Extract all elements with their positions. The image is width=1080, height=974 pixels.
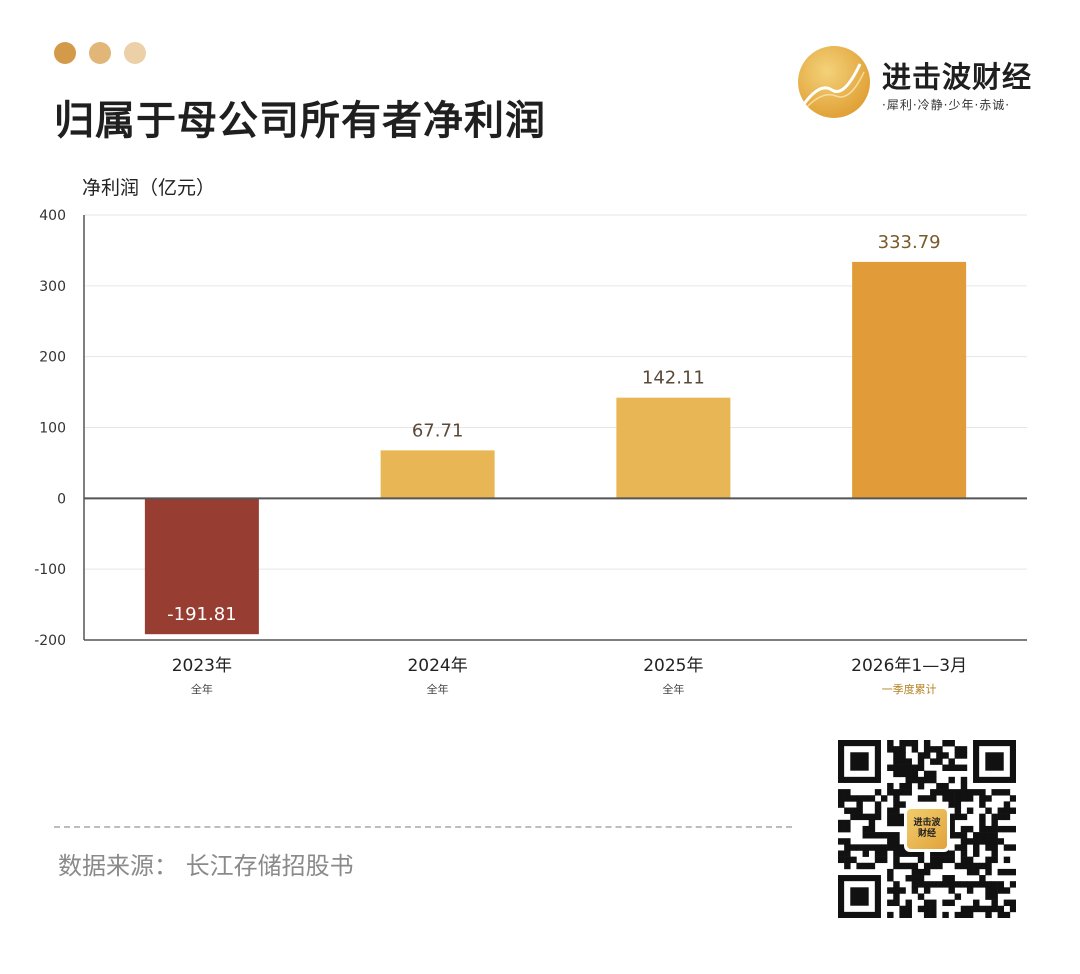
y-tick-label: 200 [39, 350, 66, 366]
x-tick-label: 2025年 [643, 656, 703, 676]
x-tick-label: 2024年 [407, 656, 467, 676]
brand-slogan: ·犀利·冷静·少年·赤诚· [882, 98, 1011, 112]
dot-3 [124, 42, 146, 64]
y-tick-label: 0 [57, 491, 66, 507]
data-source: 数据来源： 长江存储招股书 [58, 852, 354, 880]
data-label: 67.71 [412, 420, 464, 441]
page-title: 归属于母公司所有者净利润 [54, 98, 546, 144]
golden-wave-circle-icon [798, 46, 870, 118]
qr-center-label: 进击波 财经 [907, 809, 947, 849]
x-tick-sublabel: 全年 [191, 682, 213, 696]
bar [380, 450, 495, 499]
qr-center-logo: 进击波 财经 [904, 806, 950, 852]
data-label: -191.81 [167, 604, 236, 625]
x-tick-label: 2026年1—3月 [851, 656, 967, 676]
x-tick-sublabel: 一季度累计 [882, 682, 937, 696]
y-tick-label: -100 [34, 562, 66, 578]
bar [144, 498, 259, 635]
y-tick-label: 100 [39, 421, 66, 437]
bar-chart: 净利润（亿元） -200 -100 0 100 200 300 400 -191.81 2023年… [34, 177, 1027, 696]
brand-name: 进击波财经 [882, 60, 1033, 94]
x-tick-sublabel: 全年 [662, 682, 684, 696]
y-tick-label: -200 [34, 633, 66, 649]
data-label: 333.79 [878, 232, 941, 253]
dot-2 [89, 42, 111, 64]
dashed-divider [54, 826, 792, 828]
bar [616, 397, 731, 499]
qr-code-icon: 进击波 财经 [838, 740, 1017, 919]
bar [852, 261, 967, 499]
x-tick-sublabel: 全年 [427, 682, 449, 696]
x-tick-label: 2023年 [172, 656, 232, 676]
data-label: 142.11 [642, 368, 705, 389]
y-tick-label: 300 [39, 279, 66, 295]
y-tick-label: 400 [39, 208, 66, 224]
y-axis-label: 净利润（亿元） [82, 177, 215, 199]
dot-1 [54, 42, 76, 64]
brand-logo: 进击波财经 ·犀利·冷静·少年·赤诚· [798, 46, 1048, 122]
